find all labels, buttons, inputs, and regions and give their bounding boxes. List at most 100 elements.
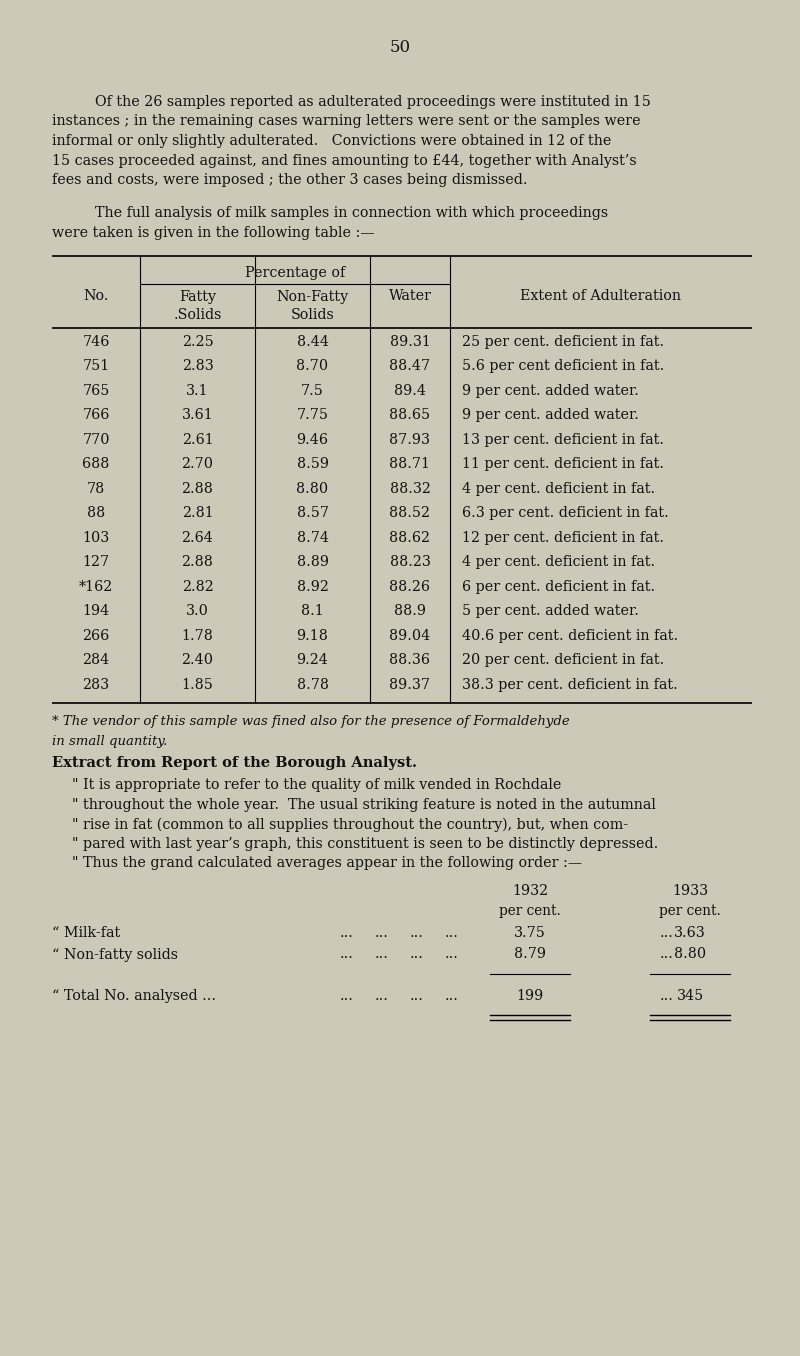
Text: 8.78: 8.78 (297, 678, 329, 692)
Text: “ Non-fatty solids: “ Non-fatty solids (52, 948, 178, 961)
Text: 7.5: 7.5 (301, 384, 324, 397)
Text: 5.6 per cent deficient in fat.: 5.6 per cent deficient in fat. (462, 359, 664, 373)
Text: 266: 266 (82, 629, 110, 643)
Text: per cent.: per cent. (499, 903, 561, 918)
Text: 7.75: 7.75 (297, 408, 329, 422)
Text: 3.75: 3.75 (514, 926, 546, 940)
Text: No.: No. (83, 289, 109, 304)
Text: 751: 751 (82, 359, 110, 373)
Text: 2.83: 2.83 (182, 359, 214, 373)
Text: 2.61: 2.61 (182, 433, 214, 446)
Text: 2.88: 2.88 (182, 555, 214, 570)
Text: 88.65: 88.65 (390, 408, 430, 422)
Text: 283: 283 (82, 678, 110, 692)
Text: ...: ... (660, 989, 674, 1003)
Text: 746: 746 (82, 335, 110, 348)
Text: " throughout the whole year.  The usual striking feature is noted in the autumna: " throughout the whole year. The usual s… (72, 797, 656, 812)
Text: 8.79: 8.79 (514, 948, 546, 961)
Text: Extent of Adulteration: Extent of Adulteration (521, 289, 682, 304)
Text: ...: ... (340, 926, 354, 940)
Text: fees and costs, were imposed ; the other 3 cases being dismissed.: fees and costs, were imposed ; the other… (52, 174, 527, 187)
Text: ...: ... (445, 926, 459, 940)
Text: Water: Water (389, 289, 431, 304)
Text: were taken is given in the following table :—: were taken is given in the following tab… (52, 226, 374, 240)
Text: 88.62: 88.62 (390, 530, 430, 545)
Text: 13 per cent. deficient in fat.: 13 per cent. deficient in fat. (462, 433, 664, 446)
Text: 2.70: 2.70 (182, 457, 214, 472)
Text: 9.24: 9.24 (297, 654, 329, 667)
Text: 11 per cent. deficient in fat.: 11 per cent. deficient in fat. (462, 457, 664, 472)
Text: 345: 345 (676, 989, 704, 1003)
Text: 3.0: 3.0 (186, 605, 209, 618)
Text: 88.26: 88.26 (390, 580, 430, 594)
Text: Fatty
.Solids: Fatty .Solids (174, 289, 222, 321)
Text: 8.74: 8.74 (297, 530, 329, 545)
Text: 8.89: 8.89 (297, 555, 329, 570)
Text: 88: 88 (87, 506, 105, 521)
Text: 9 per cent. added water.: 9 per cent. added water. (462, 408, 639, 422)
Text: 8.59: 8.59 (297, 457, 329, 472)
Text: ...: ... (660, 926, 674, 940)
Text: 88.36: 88.36 (390, 654, 430, 667)
Text: 2.25: 2.25 (182, 335, 214, 348)
Text: 4 per cent. deficient in fat.: 4 per cent. deficient in fat. (462, 555, 655, 570)
Text: ...: ... (340, 989, 354, 1003)
Text: 9 per cent. added water.: 9 per cent. added water. (462, 384, 639, 397)
Text: 9.18: 9.18 (297, 629, 329, 643)
Text: The full analysis of milk samples in connection with which proceedings: The full analysis of milk samples in con… (95, 206, 608, 221)
Text: 40.6 per cent. deficient in fat.: 40.6 per cent. deficient in fat. (462, 629, 678, 643)
Text: Extract from Report of the Borough Analyst.: Extract from Report of the Borough Analy… (52, 757, 417, 770)
Text: ...: ... (660, 948, 674, 961)
Text: 284: 284 (82, 654, 110, 667)
Text: 89.37: 89.37 (390, 678, 430, 692)
Text: 89.4: 89.4 (394, 384, 426, 397)
Text: 8.92: 8.92 (297, 580, 329, 594)
Text: 3.61: 3.61 (182, 408, 214, 422)
Text: ...: ... (375, 926, 389, 940)
Text: 88.23: 88.23 (390, 555, 430, 570)
Text: per cent.: per cent. (659, 903, 721, 918)
Text: 8.57: 8.57 (297, 506, 329, 521)
Text: ...: ... (410, 926, 424, 940)
Text: *162: *162 (79, 580, 113, 594)
Text: 9.46: 9.46 (297, 433, 329, 446)
Text: 2.82: 2.82 (182, 580, 214, 594)
Text: 50: 50 (390, 39, 410, 57)
Text: 766: 766 (82, 408, 110, 422)
Text: 8.44: 8.44 (297, 335, 329, 348)
Text: 127: 127 (82, 555, 110, 570)
Text: 25 per cent. deficient in fat.: 25 per cent. deficient in fat. (462, 335, 664, 348)
Text: 6.3 per cent. deficient in fat.: 6.3 per cent. deficient in fat. (462, 506, 669, 521)
Text: 6 per cent. deficient in fat.: 6 per cent. deficient in fat. (462, 580, 655, 594)
Text: 88.47: 88.47 (390, 359, 430, 373)
Text: 1933: 1933 (672, 884, 708, 898)
Text: 2.81: 2.81 (182, 506, 214, 521)
Text: Percentage of: Percentage of (245, 266, 345, 279)
Text: ...: ... (410, 989, 424, 1003)
Text: " Thus the grand calculated averages appear in the following order :—: " Thus the grand calculated averages app… (72, 857, 582, 871)
Text: 87.93: 87.93 (390, 433, 430, 446)
Text: ...: ... (340, 948, 354, 961)
Text: 12 per cent. deficient in fat.: 12 per cent. deficient in fat. (462, 530, 664, 545)
Text: " pared with last year’s graph, this constituent is seen to be distinctly depres: " pared with last year’s graph, this con… (72, 837, 658, 852)
Text: informal or only slightly adulterated.   Convictions were obtained in 12 of the: informal or only slightly adulterated. C… (52, 134, 611, 148)
Text: in small quantity.: in small quantity. (52, 735, 167, 747)
Text: “ Total No. analysed ...: “ Total No. analysed ... (52, 989, 216, 1003)
Text: 78: 78 (87, 481, 105, 496)
Text: 3.1: 3.1 (186, 384, 209, 397)
Text: 15 cases proceeded against, and fines amounting to £44, together with Analyst’s: 15 cases proceeded against, and fines am… (52, 153, 637, 168)
Text: “ Milk-fat: “ Milk-fat (52, 926, 120, 940)
Text: Of the 26 samples reported as adulterated proceedings were instituted in 15: Of the 26 samples reported as adulterate… (95, 95, 651, 108)
Text: ...: ... (375, 989, 389, 1003)
Text: ...: ... (445, 948, 459, 961)
Text: 88.9: 88.9 (394, 605, 426, 618)
Text: 8.70: 8.70 (297, 359, 329, 373)
Text: 5 per cent. added water.: 5 per cent. added water. (462, 605, 639, 618)
Text: ...: ... (410, 948, 424, 961)
Text: 1932: 1932 (512, 884, 548, 898)
Text: 2.64: 2.64 (182, 530, 214, 545)
Text: 4 per cent. deficient in fat.: 4 per cent. deficient in fat. (462, 481, 655, 496)
Text: Non-Fatty
Solids: Non-Fatty Solids (277, 289, 349, 321)
Text: 103: 103 (82, 530, 110, 545)
Text: 8.1: 8.1 (301, 605, 324, 618)
